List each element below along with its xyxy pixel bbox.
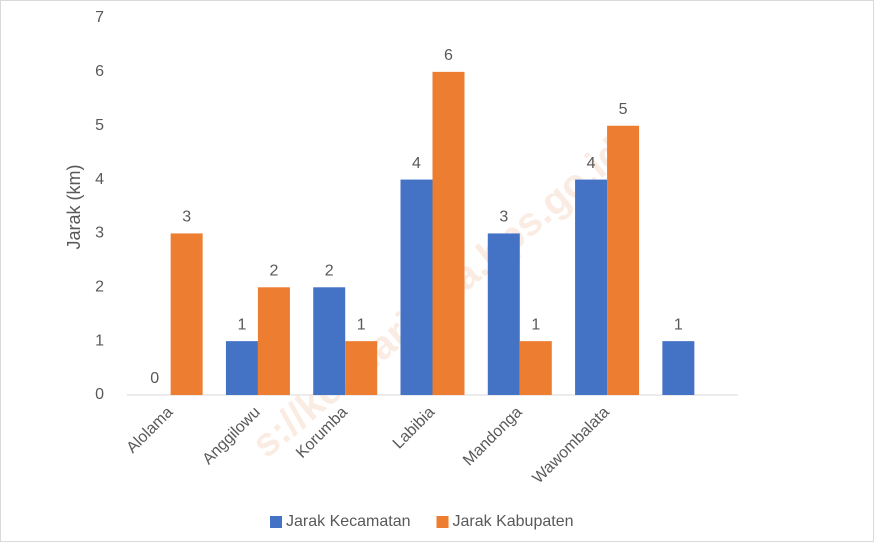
y-tick-label: 2 <box>95 279 104 296</box>
bar <box>313 287 346 395</box>
data-label: 4 <box>412 155 421 172</box>
legend-swatch <box>270 516 282 528</box>
legend-label: Jarak Kecamatan <box>286 513 411 530</box>
data-label: 6 <box>444 47 453 64</box>
y-tick-label: 4 <box>95 171 104 188</box>
y-tick-label: 3 <box>95 225 104 242</box>
bar <box>257 287 290 395</box>
data-label: 1 <box>237 316 246 333</box>
data-label: 3 <box>499 209 508 226</box>
data-label: 1 <box>357 316 366 333</box>
bar <box>170 233 203 395</box>
bar <box>345 341 378 395</box>
bar <box>487 233 520 395</box>
y-axis-label: Jarak (km) <box>64 165 84 250</box>
y-tick-label: 5 <box>95 117 104 134</box>
data-label: 3 <box>182 209 191 226</box>
data-label: 1 <box>531 316 540 333</box>
legend-swatch <box>436 516 449 528</box>
legend-label: Jarak Kabupaten <box>453 513 574 530</box>
data-label: 1 <box>674 316 683 333</box>
bar <box>225 341 258 395</box>
bar <box>432 71 465 395</box>
y-tick-label: 7 <box>95 9 104 26</box>
data-label: 4 <box>587 155 596 172</box>
bar <box>662 341 695 395</box>
data-label: 0 <box>150 370 159 387</box>
bar <box>575 179 608 395</box>
bar <box>519 341 552 395</box>
y-tick-label: 6 <box>95 63 104 80</box>
data-label: 2 <box>325 263 334 280</box>
data-label: 5 <box>619 101 628 118</box>
y-tick-label: 1 <box>95 332 104 349</box>
bar <box>607 125 640 395</box>
data-label: 2 <box>269 263 278 280</box>
y-tick-label: 0 <box>95 386 104 403</box>
bar <box>400 179 433 395</box>
